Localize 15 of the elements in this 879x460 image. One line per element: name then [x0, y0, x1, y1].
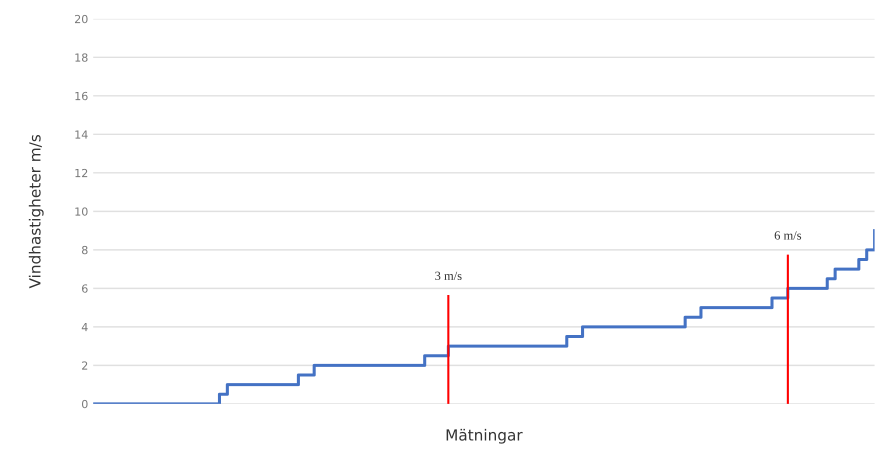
y-tick-label: 2 [82, 361, 88, 370]
y-tick-label: 16 [75, 92, 88, 100]
x-axis-title: Mätningar [446, 428, 523, 444]
y-tick-label: 10 [75, 207, 88, 216]
annotation: 6 m/s [774, 231, 802, 240]
y-tick-label: 20 [74, 14, 88, 24]
y-tick-label: 8 [82, 246, 88, 254]
annotation: 3 m/s [435, 272, 462, 280]
y-tick-label: 12 [75, 168, 88, 178]
y-tick-label: 4 [82, 322, 88, 332]
y-tick-label: 6 [82, 284, 88, 293]
y-axis-title: Vindhastigheter m/s [28, 134, 44, 288]
y-tick-label: 18 [75, 53, 88, 62]
y-tick-label: 0 [82, 400, 88, 408]
y-tick-label: 14 [75, 130, 88, 139]
